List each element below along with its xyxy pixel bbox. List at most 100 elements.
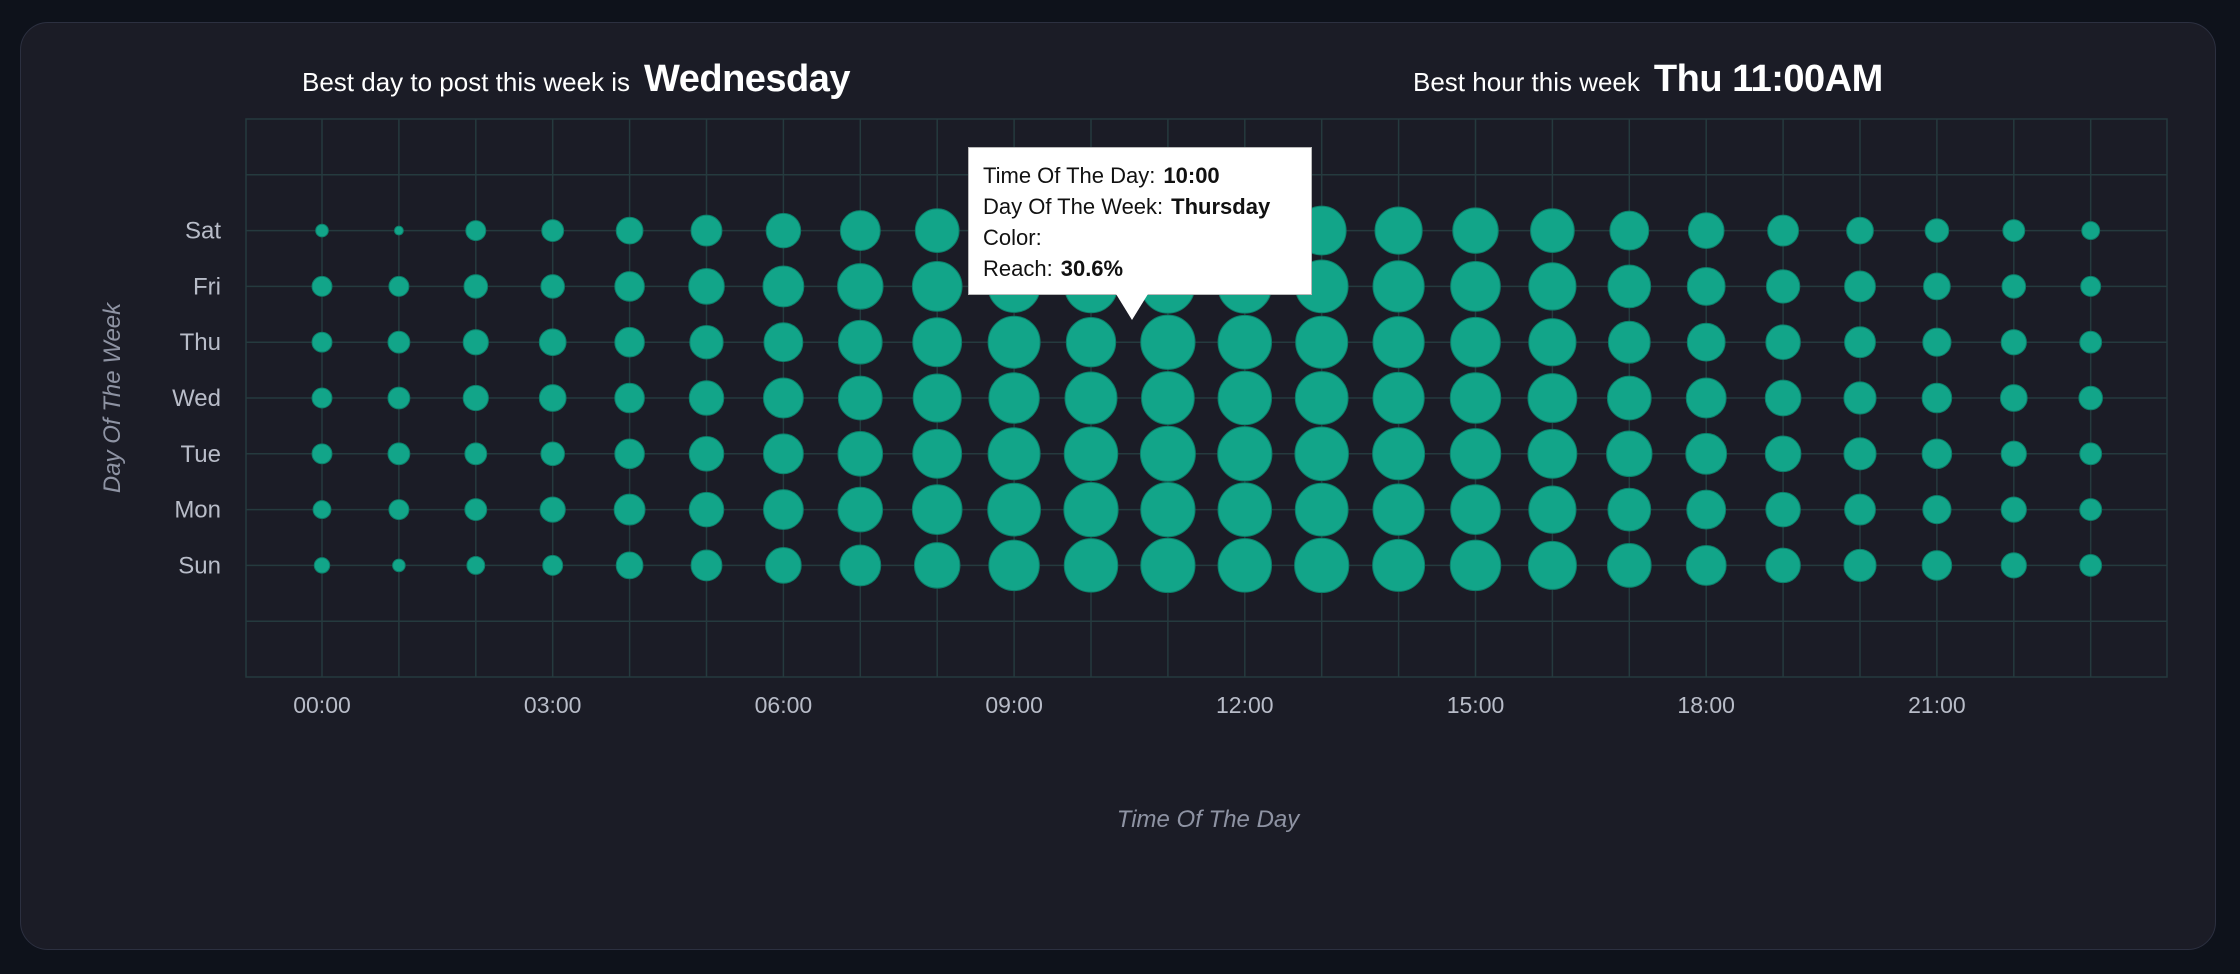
bubble-mon-0600[interactable] [762,489,804,531]
bubble-sat-1800[interactable] [1687,212,1725,249]
bubble-fri-1800[interactable] [1686,266,1726,306]
bubble-tue-0800[interactable] [912,428,963,479]
bubble-wed-0200[interactable] [462,384,489,412]
bubble-sat-2300[interactable] [2081,221,2101,241]
bubble-sun-0100[interactable] [392,558,406,573]
bubble-wed-1300[interactable] [1294,371,1349,425]
bubble-wed-1800[interactable] [1685,377,1727,419]
bubble-tue-0600[interactable] [762,433,804,475]
bubble-fri-0400[interactable] [614,271,645,302]
bubble-sun-0500[interactable] [690,549,723,582]
bubble-sun-0700[interactable] [839,544,882,587]
bubble-sun-1100[interactable] [1140,537,1196,594]
bubble-tue-1900[interactable] [1764,435,1802,473]
bubble-sat-1600[interactable] [1530,208,1575,253]
bubble-mon-0700[interactable] [837,486,884,533]
bubble-wed-0100[interactable] [387,386,411,410]
bubble-tue-0700[interactable] [837,430,884,477]
bubble-sun-0800[interactable] [913,542,961,589]
bubble-wed-1000[interactable] [1064,371,1118,425]
bubble-wed-0500[interactable] [688,380,725,416]
bubble-fri-0700[interactable] [837,263,884,310]
bubble-fri-0800[interactable] [911,261,963,312]
bubble-sun-1900[interactable] [1765,547,1801,584]
bubble-mon-1600[interactable] [1528,485,1577,534]
bubble-thu-1800[interactable] [1686,322,1726,362]
bubble-sat-0600[interactable] [765,212,802,249]
bubble-mon-1100[interactable] [1140,481,1196,538]
bubble-fri-0000[interactable] [311,275,333,297]
bubble-tue-0000[interactable] [311,443,333,465]
bubble-tue-1600[interactable] [1527,428,1578,479]
bubble-thu-0700[interactable] [837,319,883,365]
bubble-mon-0500[interactable] [688,491,725,528]
bubble-sun-0600[interactable] [765,547,802,584]
bubble-wed-1100[interactable] [1141,371,1195,425]
bubble-mon-2200[interactable] [2000,496,2027,523]
bubble-sun-2100[interactable] [1921,550,1953,581]
bubble-sat-0200[interactable] [465,220,487,242]
bubble-thu-0800[interactable] [912,317,963,368]
bubble-sun-0300[interactable] [542,554,564,576]
bubble-thu-2100[interactable] [1922,327,1952,357]
bubble-fri-1600[interactable] [1528,262,1577,311]
bubble-thu-0400[interactable] [614,326,645,358]
bubble-wed-1500[interactable] [1449,372,1502,424]
bubble-mon-1200[interactable] [1217,482,1273,537]
bubble-fri-0500[interactable] [688,268,725,305]
bubble-sat-0400[interactable] [615,216,644,245]
bubble-fri-0100[interactable] [388,275,410,297]
bubble-mon-0300[interactable] [539,496,566,523]
bubble-mon-2000[interactable] [1844,493,1876,526]
bubble-thu-0000[interactable] [311,331,333,353]
bubble-mon-0200[interactable] [464,498,488,522]
bubble-wed-0600[interactable] [762,377,804,419]
bubble-sun-1200[interactable] [1217,538,1273,593]
bubble-sat-0800[interactable] [914,208,960,253]
bubble-tue-0900[interactable] [987,427,1041,481]
bubble-tue-0300[interactable] [540,441,566,467]
bubble-tue-1800[interactable] [1685,432,1728,475]
bubble-mon-0400[interactable] [613,493,646,526]
bubble-wed-2200[interactable] [1999,384,2028,412]
bubble-fri-0300[interactable] [540,274,566,299]
bubble-thu-1700[interactable] [1607,320,1651,364]
bubble-wed-0400[interactable] [614,382,645,414]
bubble-sat-0700[interactable] [839,210,881,252]
bubble-tue-2200[interactable] [2000,440,2027,467]
bubble-thu-2000[interactable] [1844,326,1876,359]
bubble-thu-0200[interactable] [462,329,489,356]
bubble-sat-0500[interactable] [690,214,723,247]
bubble-tue-0500[interactable] [688,436,725,472]
bubble-sat-2200[interactable] [2002,219,2026,243]
bubble-tue-0100[interactable] [387,442,411,466]
bubble-sun-2300[interactable] [2079,553,2103,577]
bubble-sat-1900[interactable] [1767,214,1800,247]
bubble-wed-1200[interactable] [1217,370,1273,426]
bubble-mon-1500[interactable] [1450,484,1501,535]
bubble-thu-0300[interactable] [538,328,567,357]
bubble-wed-1400[interactable] [1372,371,1425,425]
bubble-sun-0900[interactable] [988,539,1040,592]
bubble-thu-0600[interactable] [763,322,804,363]
bubble-sat-2000[interactable] [1846,216,1874,245]
bubble-fri-1700[interactable] [1607,264,1652,309]
bubble-tue-1700[interactable] [1606,430,1653,478]
bubble-sun-0200[interactable] [466,555,486,575]
bubble-tue-1500[interactable] [1449,428,1502,480]
bubble-tue-1400[interactable] [1372,427,1426,481]
bubble-sun-1600[interactable] [1527,540,1577,590]
bubble-sun-2200[interactable] [2000,552,2027,579]
bubble-sun-1400[interactable] [1372,538,1426,592]
bubble-sat-0300[interactable] [541,219,565,243]
bubble-thu-1300[interactable] [1295,315,1349,369]
bubble-thu-0900[interactable] [987,315,1041,369]
bubble-wed-0700[interactable] [837,375,883,421]
bubble-thu-0100[interactable] [387,330,411,354]
bubble-wed-0800[interactable] [912,373,962,423]
bubble-thu-2200[interactable] [2000,329,2027,356]
bubble-mon-2300[interactable] [2079,498,2103,522]
bubble-thu-1600[interactable] [1528,318,1577,367]
bubble-mon-1300[interactable] [1294,482,1349,537]
